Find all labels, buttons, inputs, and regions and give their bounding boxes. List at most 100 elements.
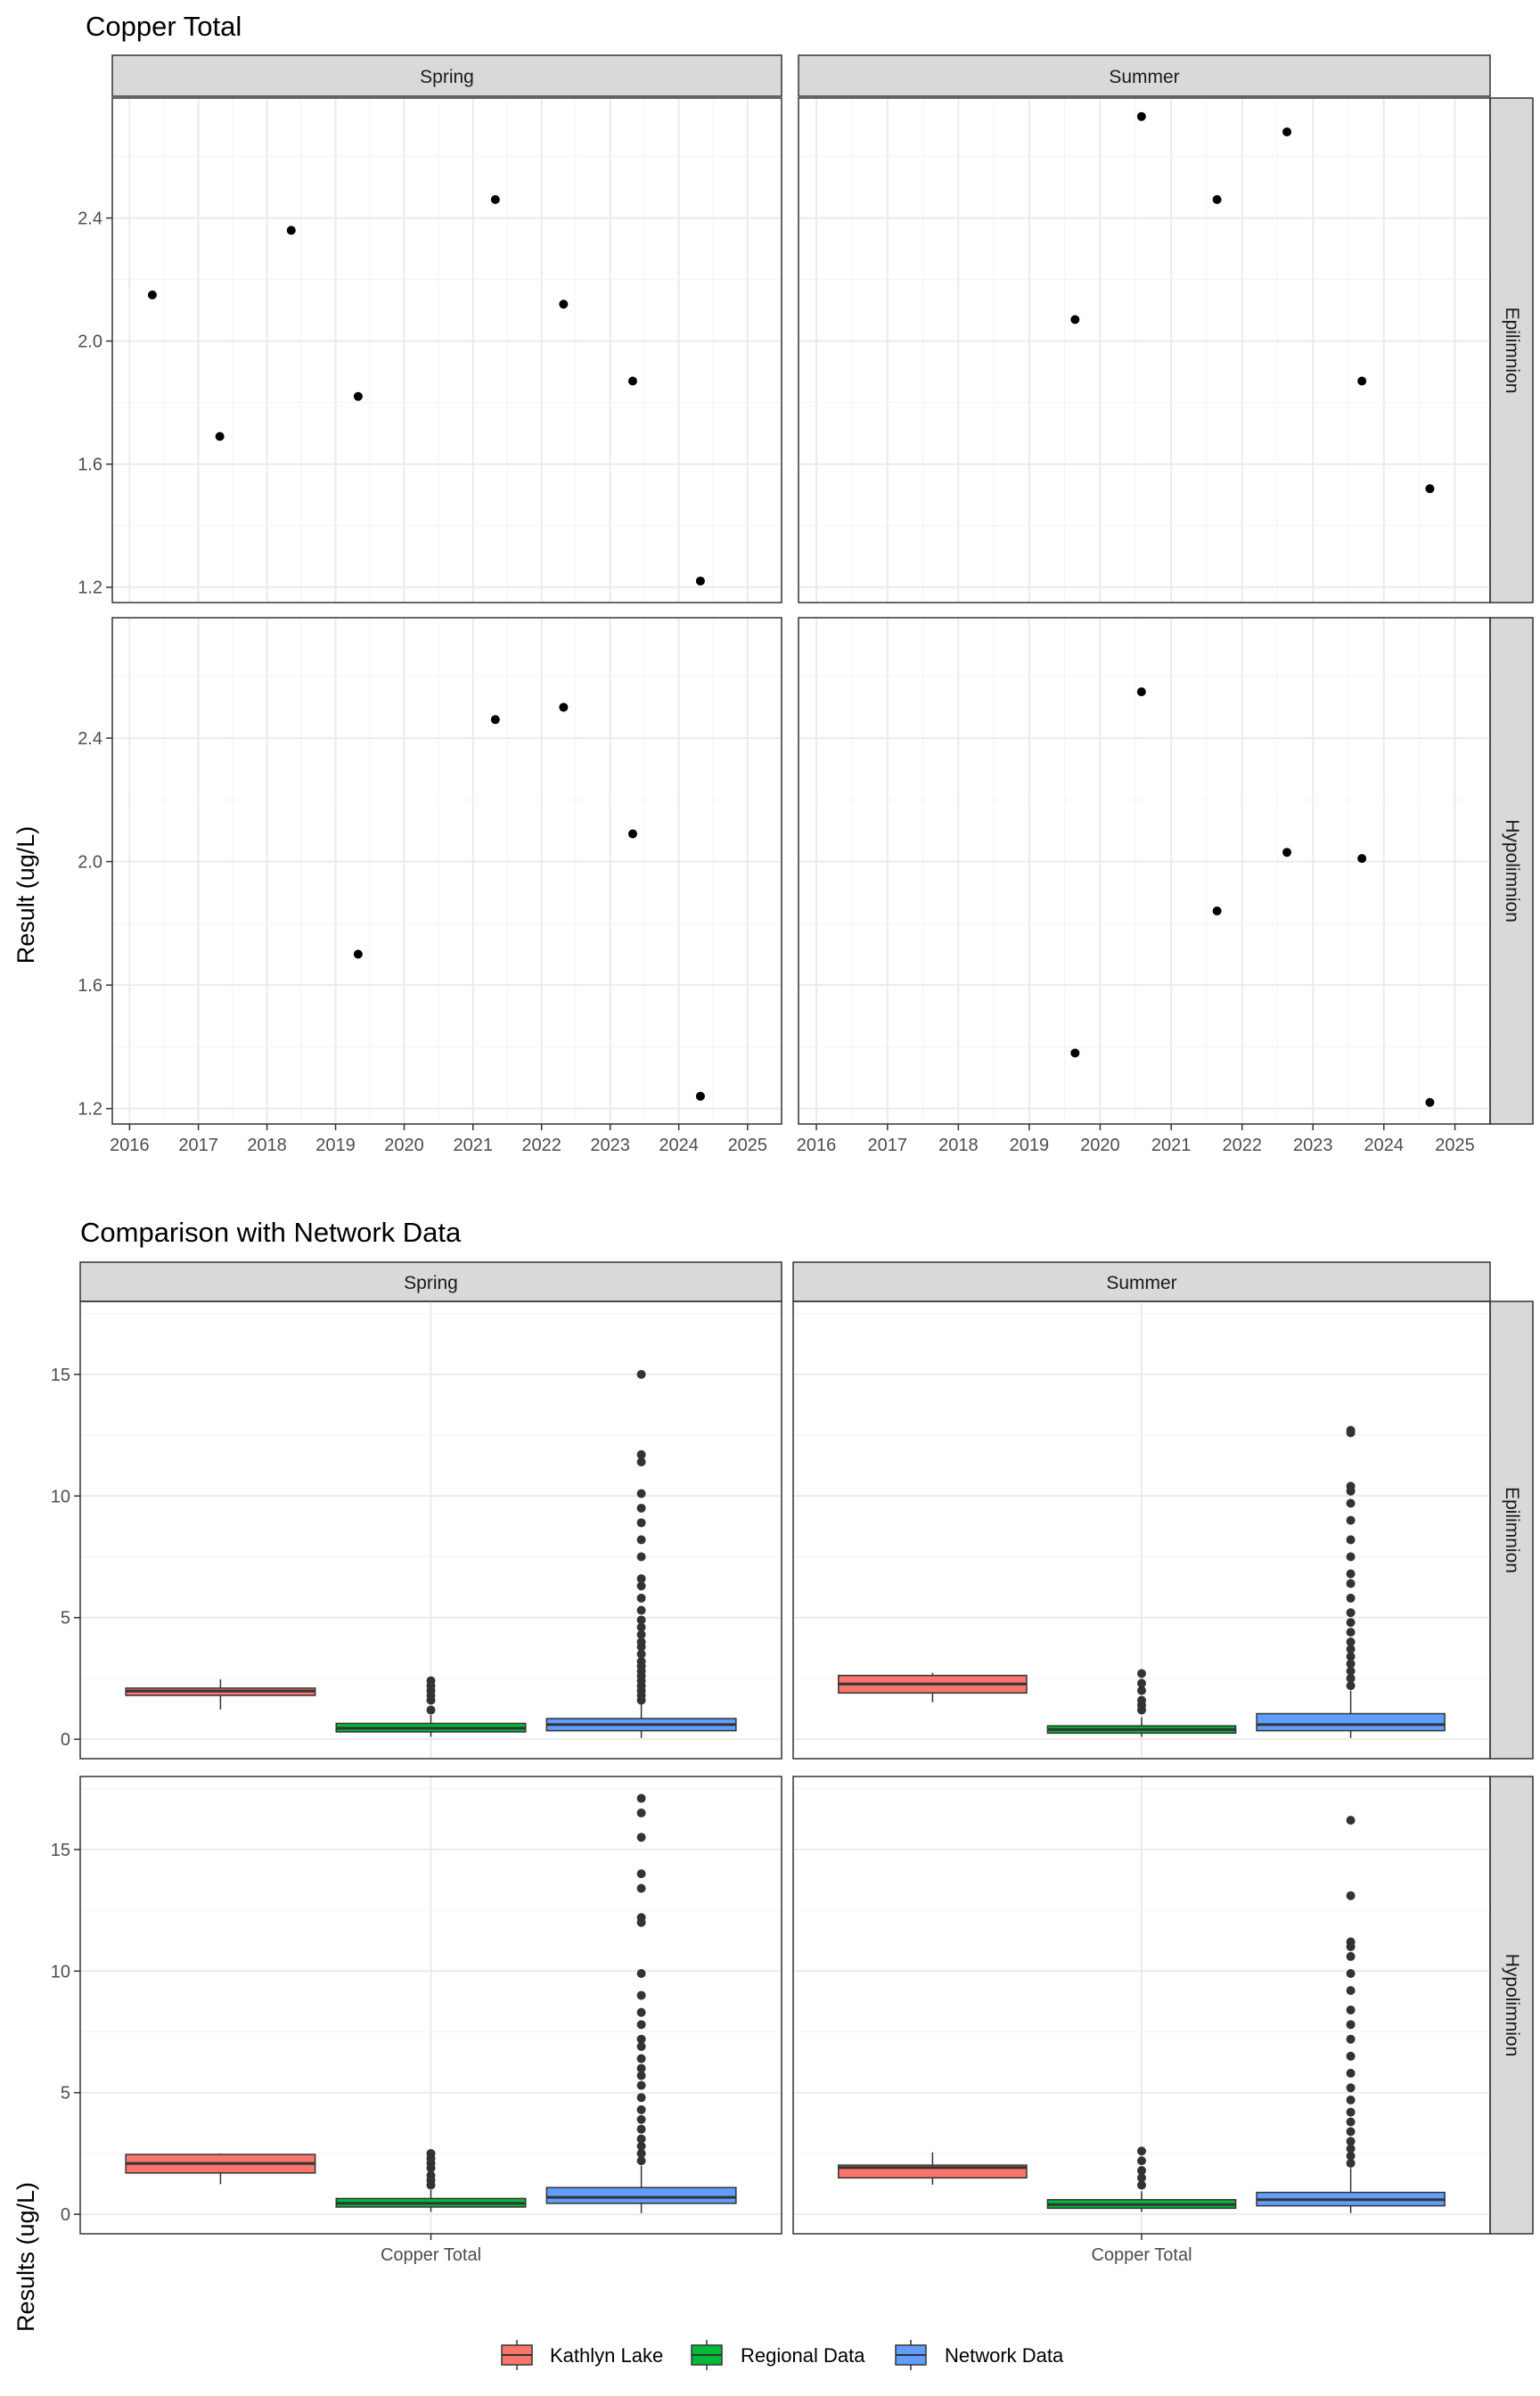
x-tick-label: 2025 — [1435, 1136, 1475, 1155]
scatter-panel-border — [798, 617, 1491, 1125]
outlier-point — [636, 1489, 646, 1498]
data-point — [1425, 1097, 1435, 1107]
scatter-panel-summer-epilimnion — [798, 97, 1491, 603]
x-tick-label: 2023 — [1293, 1136, 1333, 1155]
y-tick-label: 10 — [51, 1487, 70, 1506]
box-network-data — [545, 1793, 737, 2213]
box-panel-summer-epilimnion — [792, 1301, 1491, 1760]
outlier-point — [1346, 1659, 1356, 1669]
box-kathlyn-lake — [125, 2153, 316, 2185]
outlier-point — [1346, 2117, 1356, 2127]
outlier-point — [1346, 1969, 1356, 1979]
box-network-data — [1256, 1816, 1446, 2213]
data-point — [1136, 111, 1146, 121]
data-point — [1136, 687, 1146, 697]
outlier-point — [636, 2105, 646, 2114]
x-tick-label: 2016 — [797, 1136, 837, 1155]
box-strip-label-spring: Spring — [404, 1273, 458, 1293]
outlier-point — [636, 2080, 646, 2090]
outlier-point — [1346, 1681, 1356, 1691]
box-strip-label-summer: Summer — [1106, 1273, 1176, 1293]
x-tick-label: 2022 — [1222, 1136, 1262, 1155]
y-tick-label: 2.4 — [78, 729, 102, 749]
outlier-point — [636, 1990, 646, 2000]
outlier-point — [1346, 1891, 1356, 1900]
outlier-point — [1346, 1425, 1356, 1435]
data-point — [1357, 376, 1367, 386]
outlier-point — [636, 1883, 646, 1893]
scatter-chart: Spring Summer Epilimnion Hypolimnion 1.2 1.6 2… — [78, 54, 1534, 1155]
scatter-strip-label-epilimnion: Epilimnion — [1502, 308, 1522, 394]
outlier-point — [636, 2020, 646, 2030]
y-tick-label: 5 — [61, 2084, 70, 2104]
scatter-strip-label-hypolimnion: Hypolimnion — [1502, 819, 1522, 923]
x-tick-label: 2017 — [868, 1136, 908, 1155]
x-tick-label: 2020 — [384, 1136, 424, 1155]
data-point — [490, 715, 500, 725]
box-panel-spring-epilimnion: 0 5 10 15 — [51, 1301, 782, 1760]
data-point — [1425, 484, 1435, 494]
legend-item-kathlyn-lake: Kathlyn Lake — [501, 2340, 663, 2370]
box-regional-data — [335, 1676, 527, 1737]
outlier-point — [1346, 2068, 1356, 2078]
outlier-point — [636, 1615, 646, 1625]
outlier-point — [636, 2054, 646, 2064]
data-point — [1357, 854, 1367, 864]
outlier-point — [1346, 2144, 1356, 2154]
outlier-point — [1346, 1535, 1356, 1545]
outlier-point — [1346, 1618, 1356, 1628]
data-point — [695, 1091, 705, 1101]
scatter-panel-spring-epilimnion: 1.2 1.6 2.0 2.4 — [78, 97, 782, 603]
outlier-point — [1346, 2151, 1356, 2161]
x-tick-label: 2024 — [1364, 1136, 1405, 1155]
data-point — [559, 300, 569, 309]
box-body — [1256, 1712, 1446, 1732]
outlier-point — [636, 2134, 646, 2144]
y-tick-label: 10 — [51, 1962, 70, 1982]
x-tick-label: 2018 — [247, 1136, 287, 1155]
y-tick-label: 5 — [61, 1609, 70, 1629]
chart-title-comparison: Comparison with Network Data — [80, 1217, 462, 1248]
outlier-point — [1137, 1678, 1146, 1688]
scatter-y-axis-title: Result (ug/L) — [12, 826, 39, 964]
outlier-point — [636, 1629, 646, 1639]
outlier-point — [1346, 2051, 1356, 2061]
y-tick-label: 1.6 — [78, 455, 102, 475]
scatter-panel-border — [111, 617, 782, 1125]
outlier-point — [636, 2114, 646, 2124]
legend-label: Regional Data — [741, 2344, 865, 2367]
x-tick-label: 2016 — [110, 1136, 150, 1155]
x-tick-label: 2020 — [1080, 1136, 1120, 1155]
outlier-point — [636, 2141, 646, 2151]
scatter-strip-epilimnion — [1489, 97, 1534, 603]
outlier-point — [636, 2064, 646, 2073]
y-tick-label: 2.0 — [78, 853, 102, 873]
outlier-point — [1346, 1593, 1356, 1603]
outlier-point — [1346, 2005, 1356, 2014]
outlier-point — [636, 1449, 646, 1459]
outlier-point — [1346, 1645, 1356, 1654]
outlier-point — [636, 1503, 646, 1513]
data-point — [1212, 907, 1222, 916]
outlier-point — [636, 2007, 646, 2017]
outlier-point — [636, 1593, 646, 1603]
scatter-gridlines — [799, 98, 1490, 603]
data-point — [490, 194, 500, 204]
scatter-panel-border — [798, 97, 1491, 603]
box-body — [545, 2187, 737, 2204]
outlier-point — [1137, 2156, 1146, 2166]
outlier-point — [1346, 2020, 1356, 2030]
outlier-point — [1346, 1816, 1356, 1826]
legend-item-network-data: Network Data — [895, 2340, 1064, 2370]
box-panel-summer-hypolimnion: Copper Total — [792, 1776, 1491, 2265]
y-tick-label: 2.4 — [78, 209, 102, 229]
scatter-gridlines — [112, 98, 782, 603]
x-tick-label: 2021 — [1151, 1136, 1192, 1155]
outlier-point — [636, 1808, 646, 1818]
data-point — [627, 376, 637, 386]
box-y-axis-title: Results (ug/L) — [12, 2182, 39, 2332]
outlier-point — [636, 2156, 646, 2166]
outlier-point — [426, 1676, 436, 1686]
outlier-point — [1137, 2146, 1146, 2156]
